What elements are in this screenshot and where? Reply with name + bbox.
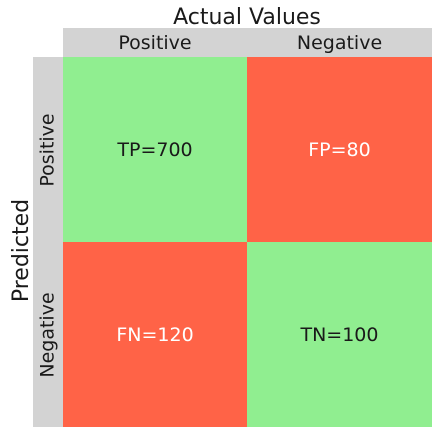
row-header-negative: Negative [33, 242, 63, 427]
header-corner [33, 28, 63, 57]
predicted-title: Predicted [9, 198, 35, 302]
cell-false-positive: FP=80 [247, 57, 432, 242]
row-header-positive: Positive [33, 57, 63, 242]
column-header-negative: Negative [247, 28, 432, 57]
column-header-positive: Positive [63, 28, 247, 57]
cell-true-positive: TP=700 [63, 57, 247, 242]
cell-true-negative: TN=100 [247, 242, 432, 427]
actual-values-title: Actual Values [173, 5, 321, 30]
row-header-negative-label: Negative [37, 291, 59, 378]
row-header-positive-label: Positive [37, 112, 59, 187]
cell-false-negative: FN=120 [63, 242, 247, 427]
